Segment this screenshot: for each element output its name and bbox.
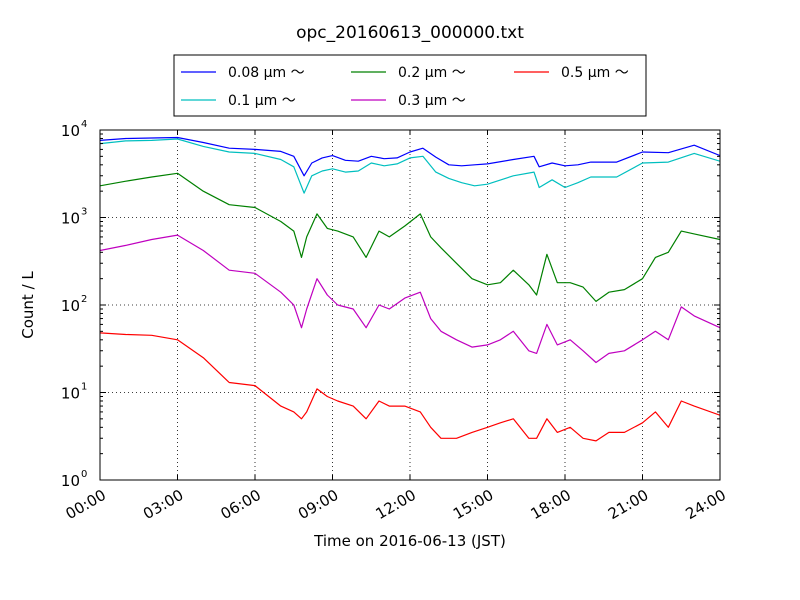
series-line-1 bbox=[100, 138, 720, 194]
grid bbox=[100, 130, 720, 480]
chart-title: opc_20160613_000000.txt bbox=[296, 23, 524, 43]
y-tick-exponent: 3 bbox=[81, 207, 87, 218]
series-line-0 bbox=[100, 136, 720, 177]
y-tick-exponent: 4 bbox=[81, 119, 87, 130]
y-tick-label: 10 bbox=[61, 472, 80, 490]
legend-label-3: 0.3 μm ～ bbox=[398, 93, 466, 109]
legend-label-1: 0.1 μm ～ bbox=[228, 93, 296, 109]
series-line-4 bbox=[100, 332, 720, 442]
legend-frame bbox=[173, 54, 647, 117]
y-tick-exponent: 0 bbox=[81, 469, 87, 480]
series-line-2 bbox=[100, 172, 720, 302]
legend-label-0: 0.08 μm ～ bbox=[228, 65, 305, 81]
y-tick-label: 10 bbox=[61, 297, 80, 315]
series-line-3 bbox=[100, 234, 720, 364]
x-axis-label: Time on 2016-06-13 (JST) bbox=[313, 532, 506, 550]
y-tick-label: 10 bbox=[61, 122, 80, 140]
legend-label-4: 0.5 μm ～ bbox=[561, 65, 629, 81]
legend-label-2: 0.2 μm ～ bbox=[398, 65, 466, 81]
series-group bbox=[100, 136, 720, 442]
y-axis-label: Count / L bbox=[19, 271, 37, 339]
y-tick-exponent: 1 bbox=[81, 382, 87, 393]
ticks bbox=[99, 129, 721, 481]
y-tick-exponent: 2 bbox=[81, 294, 87, 305]
y-tick-label: 10 bbox=[61, 385, 80, 403]
legend: 0.08 μm ～ 0.1 μm ～ 0.2 μm ～ 0.3 μm ～ 0.5 μm … bbox=[173, 54, 647, 117]
y-tick-label: 10 bbox=[61, 210, 80, 228]
